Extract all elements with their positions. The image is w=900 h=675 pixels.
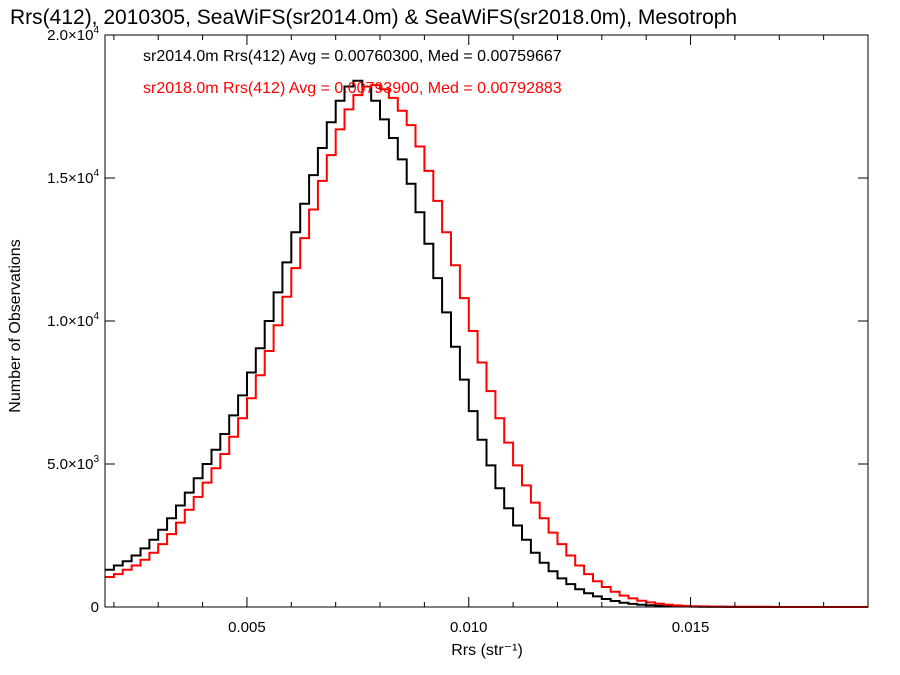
x-tick-label-1: 0.010 bbox=[450, 619, 488, 636]
legend: sr2014.0m Rrs(412) Avg = 0.00760300, Med… bbox=[143, 48, 562, 97]
y-tick-label-0: 0 bbox=[91, 599, 99, 616]
ticks-group: 0.005 0.010 0.015 0 5.0×103 1.0×104 1.5×104 2.0… bbox=[47, 25, 868, 636]
legend-entry-sr2014: sr2014.0m Rrs(412) Avg = 0.00760300, Med… bbox=[143, 48, 562, 65]
x-axis-label: Rrs (str⁻¹) bbox=[451, 642, 523, 659]
y-tick-label-3: 1.5×104 bbox=[47, 168, 99, 187]
plot-area: 0.005 0.010 0.015 0 5.0×103 1.0×104 1.5×104 2.0… bbox=[47, 25, 869, 636]
y-tick-label-2: 1.0×104 bbox=[47, 311, 99, 330]
y-tick-label-1: 5.0×103 bbox=[47, 454, 99, 473]
x-tick-label-0: 0.005 bbox=[228, 619, 266, 636]
y-axis-label: Number of Observations bbox=[7, 239, 24, 412]
chart-title: Rrs(412), 2010305, SeaWiFS(sr2014.0m) & … bbox=[10, 6, 737, 29]
y-tick-label-4: 2.0×104 bbox=[47, 25, 99, 44]
legend-entry-sr2018: sr2018.0m Rrs(412) Avg = 0.00793900, Med… bbox=[143, 80, 562, 97]
x-tick-label-2: 0.015 bbox=[672, 619, 710, 636]
